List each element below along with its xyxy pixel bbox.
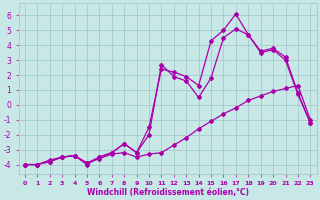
X-axis label: Windchill (Refroidissement éolien,°C): Windchill (Refroidissement éolien,°C) (87, 188, 249, 197)
